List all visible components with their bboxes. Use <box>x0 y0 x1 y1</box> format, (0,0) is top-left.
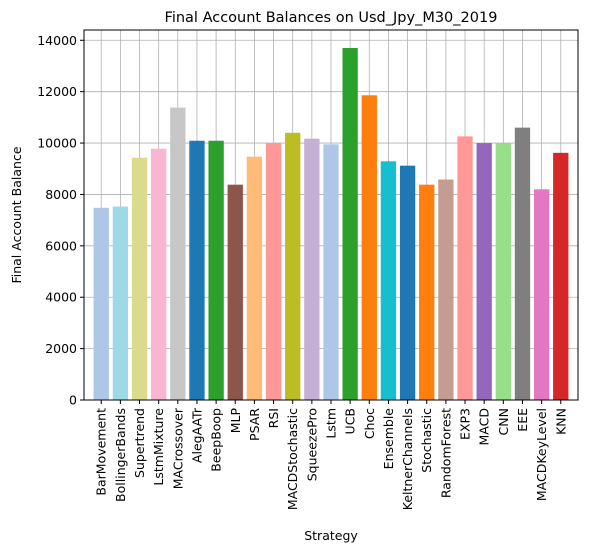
bar <box>227 184 243 400</box>
bar <box>323 144 339 400</box>
y-tick-label: 12000 <box>37 84 77 99</box>
bar <box>342 47 358 400</box>
x-tick-label: LstmMixture <box>151 408 166 486</box>
y-tick-label: 2000 <box>45 341 77 356</box>
bar <box>533 189 550 400</box>
x-tick-label: BollingerBands <box>113 408 128 502</box>
bar <box>170 107 186 400</box>
y-axis: 0 2000 4000 6000 8000 10000 12000 14000 <box>37 33 84 408</box>
x-tick-label: PSAR <box>247 408 262 441</box>
bar <box>361 95 377 400</box>
x-tick-label: MACrossover <box>170 407 185 489</box>
y-axis-title: Final Account Balance <box>9 146 24 283</box>
bar <box>514 127 531 400</box>
x-tick-label: SqueezePro <box>304 408 319 481</box>
y-tick-label: 14000 <box>37 33 77 48</box>
x-tick-label: BarMovement <box>94 408 109 496</box>
bar <box>495 143 511 401</box>
x-tick-label: Supertrend <box>132 408 147 478</box>
bar <box>476 143 492 401</box>
bar <box>553 152 569 400</box>
y-tick-label: 10000 <box>37 136 77 151</box>
x-tick-label: EXP3 <box>458 408 473 440</box>
bar <box>399 165 416 400</box>
bar <box>93 207 109 400</box>
x-tick-label: KeltnerChannels <box>400 408 415 510</box>
chart-title: Final Account Balances on Usd_Jpy_M30_20… <box>165 10 498 26</box>
bar <box>419 184 435 400</box>
x-tick-label: RandomForest <box>438 408 453 498</box>
x-tick-label: KNN <box>553 408 568 435</box>
x-tick-label: Stochastic <box>419 408 434 473</box>
x-tick-label: CNN <box>496 408 511 435</box>
bar <box>438 179 454 400</box>
x-tick-label: UCB <box>343 408 358 434</box>
x-tick-label: EEE <box>515 408 530 432</box>
x-tick-label: MLP <box>228 408 243 434</box>
x-tick-label: BeepBoop <box>209 408 224 472</box>
bars <box>93 47 569 401</box>
bar <box>189 140 205 401</box>
x-tick-label: MACDStochastic <box>285 408 300 510</box>
x-tick-label: MACD <box>477 408 492 445</box>
bar <box>265 143 282 401</box>
bar <box>151 148 167 400</box>
x-tick-label: Lstm <box>324 408 339 439</box>
y-tick-label: 0 <box>69 393 77 408</box>
x-tick-label: MACDKeyLevel <box>534 408 549 501</box>
y-tick-label: 8000 <box>45 187 77 202</box>
x-tick-label: Ensemble <box>381 408 396 470</box>
bar <box>131 157 148 400</box>
bar <box>304 138 320 400</box>
bar <box>457 136 473 400</box>
y-tick-label: 4000 <box>45 290 77 305</box>
bar <box>112 206 129 400</box>
x-tick-label: RSI <box>266 408 281 428</box>
x-tick-label: AlegAATr <box>189 407 204 463</box>
bar <box>246 156 263 400</box>
bar <box>208 140 224 401</box>
bar <box>285 132 301 400</box>
bar <box>380 161 397 400</box>
y-tick-label: 6000 <box>45 238 77 253</box>
x-axis: BarMovement BollingerBands Supertrend LstmM… <box>94 400 568 510</box>
x-tick-label: Choc <box>362 408 377 439</box>
x-axis-title: Strategy <box>304 528 358 543</box>
